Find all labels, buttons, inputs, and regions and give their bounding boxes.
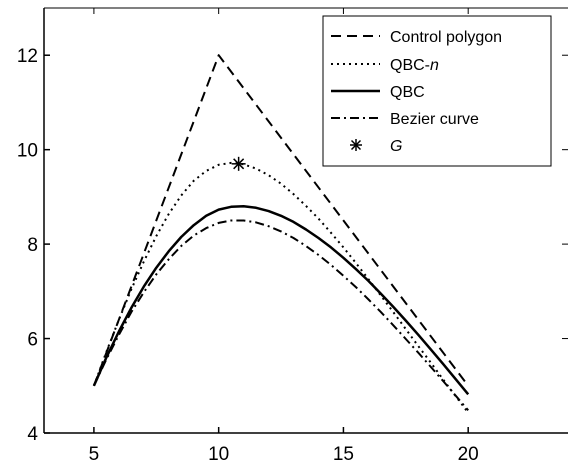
legend-label-g: G xyxy=(390,138,402,155)
legend-label-qbc-n: QBC-n xyxy=(390,57,439,74)
y-tick-label-4: 4 xyxy=(27,424,38,445)
legend-label-qbc-n-italic: n xyxy=(430,57,439,74)
y-tick-label-6: 6 xyxy=(27,330,38,351)
legend-label-control-polygon: Control polygon xyxy=(390,29,502,46)
x-tick-label-10: 10 xyxy=(208,444,229,465)
legend-swatch-g-star xyxy=(350,139,362,151)
legend: Control polygon QBC-n QBC Bezier curve G xyxy=(322,15,552,167)
marker-g-0 xyxy=(231,156,246,171)
x-tick-label-15: 15 xyxy=(333,444,354,465)
legend-entry-qbc: QBC xyxy=(331,84,425,101)
y-tick-label-12: 12 xyxy=(17,46,38,67)
legend-entry-control-polygon: Control polygon xyxy=(331,29,502,46)
series-line-bezier-curve xyxy=(92,219,469,411)
axes-layer: 5 10 15 20 4 6 8 10 12 xyxy=(17,7,568,465)
y-tick-label-8: 8 xyxy=(27,235,38,256)
legend-label-qbc-n-prefix: QBC- xyxy=(390,57,430,74)
x-tick-label-20: 20 xyxy=(458,444,479,465)
legend-entry-bezier-curve: Bezier curve xyxy=(331,111,479,128)
y-tick-label-10: 10 xyxy=(17,141,38,162)
x-tick-label-5: 5 xyxy=(89,444,100,465)
series-layer xyxy=(92,54,470,414)
legend-entry-qbc-n: QBC-n xyxy=(331,57,439,74)
series-line-qbc xyxy=(92,205,470,396)
legend-label-qbc: QBC xyxy=(390,84,425,101)
legend-entry-g: G xyxy=(350,138,402,155)
series-line-control-polygon xyxy=(92,54,469,387)
series-line-qbc-n xyxy=(92,161,469,414)
legend-label-bezier-curve: Bezier curve xyxy=(390,111,479,128)
